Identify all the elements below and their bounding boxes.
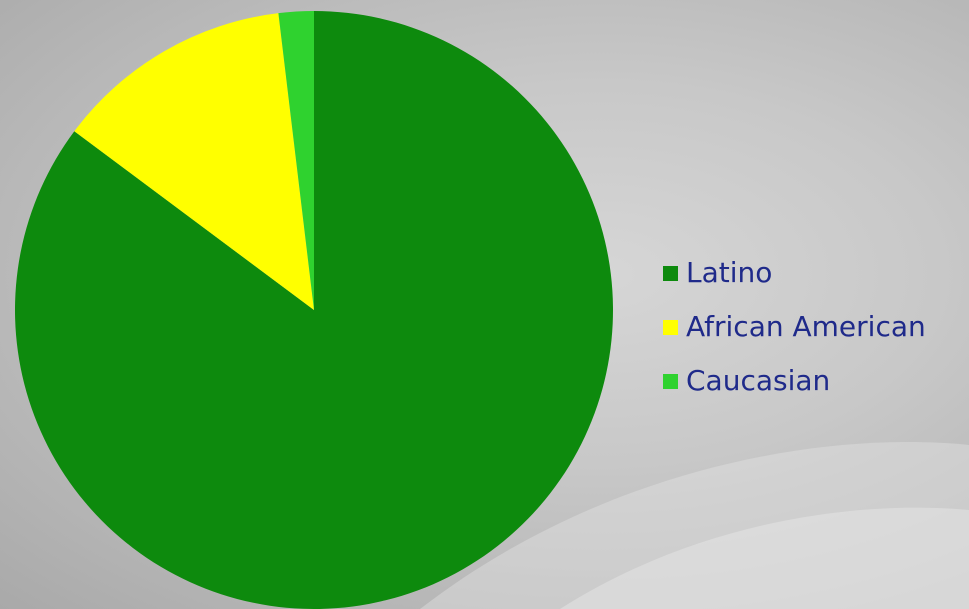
legend-label-latino: Latino <box>686 256 773 289</box>
legend-item-african-american: African American <box>663 300 926 354</box>
legend-label-african-american: African American <box>686 310 926 343</box>
legend-item-caucasian: Caucasian <box>663 354 926 408</box>
pie-slice-caucasian <box>278 11 314 310</box>
pie-slice-latino <box>14 11 613 609</box>
legend-item-latino: Latino <box>663 246 926 300</box>
legend-swatch-african-american <box>663 319 678 335</box>
pie-slices <box>14 11 613 609</box>
legend-label-caucasian: Caucasian <box>686 364 831 397</box>
legend: Latino African American Caucasian <box>663 246 926 408</box>
legend-swatch-caucasian <box>663 373 678 389</box>
legend-swatch-latino <box>663 265 678 281</box>
pie-slice-african-american <box>74 13 314 310</box>
